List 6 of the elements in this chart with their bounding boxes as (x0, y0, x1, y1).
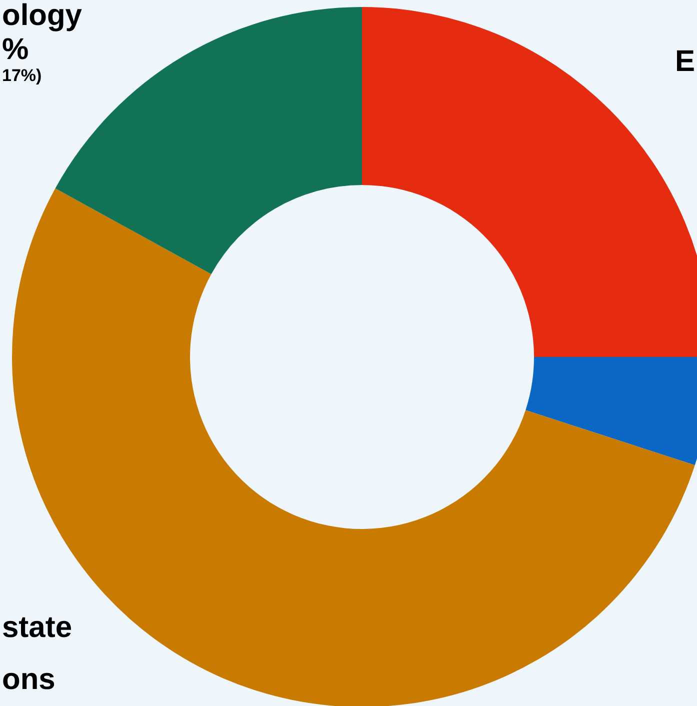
text: ology (2, 0, 82, 32)
text: ons (2, 663, 56, 696)
text: 17%) (2, 66, 42, 85)
text: state (2, 611, 72, 644)
text: % (2, 33, 29, 66)
text: E (674, 45, 695, 78)
